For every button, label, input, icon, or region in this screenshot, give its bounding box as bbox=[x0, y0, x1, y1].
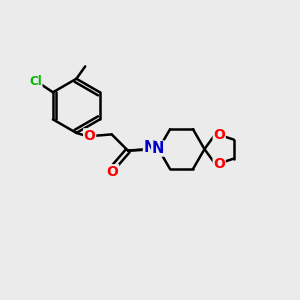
Text: O: O bbox=[213, 157, 225, 171]
Text: N: N bbox=[152, 141, 164, 156]
Text: O: O bbox=[107, 165, 118, 179]
Text: O: O bbox=[213, 128, 225, 142]
Text: Cl: Cl bbox=[29, 75, 42, 88]
Text: O: O bbox=[84, 129, 96, 143]
Text: N: N bbox=[143, 140, 156, 155]
